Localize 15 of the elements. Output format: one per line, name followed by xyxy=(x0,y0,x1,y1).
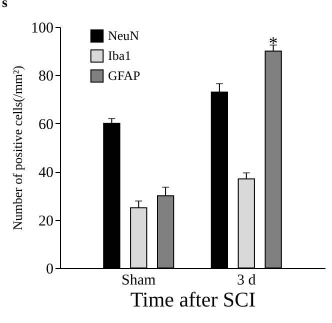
y-tick-label: 80 xyxy=(38,68,54,85)
legend-label: NeuN xyxy=(108,28,140,43)
x-tick-label: 3 d xyxy=(236,272,256,288)
legend-label: GFAP xyxy=(108,68,140,83)
chart-title: s xyxy=(2,0,8,11)
y-tick-label: 20 xyxy=(38,213,54,230)
y-tick-label: 40 xyxy=(38,165,54,182)
y-tick-label: 0 xyxy=(46,262,54,278)
y-axis-title: Number of positive cells(/mm²) xyxy=(10,66,25,230)
x-axis-title: Time after SCI xyxy=(130,288,256,312)
y-tick-label: 60 xyxy=(38,116,54,133)
legend-label: Iba1 xyxy=(108,48,132,63)
y-tick-label: 100 xyxy=(31,20,54,36)
x-tick-label: Sham xyxy=(122,272,156,288)
annotation: * xyxy=(268,33,278,54)
